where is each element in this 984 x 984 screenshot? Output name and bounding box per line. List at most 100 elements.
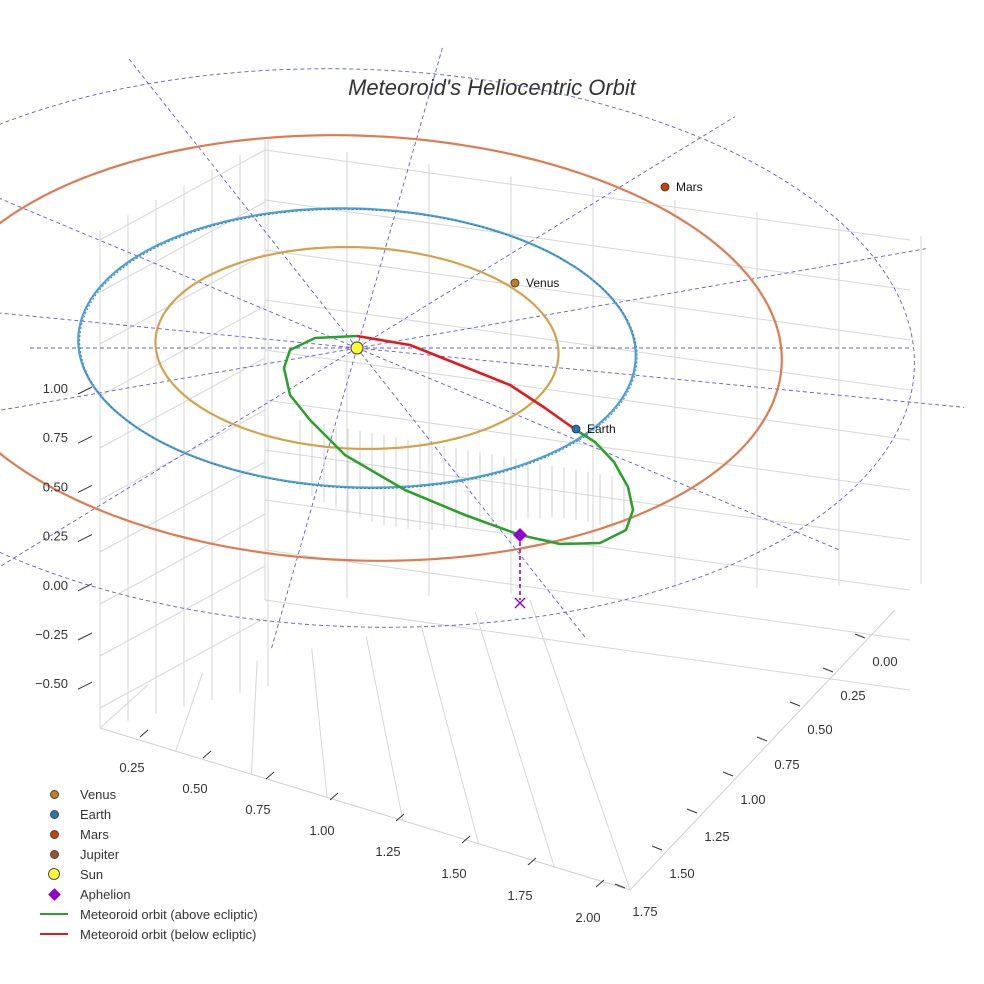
left-wall-grid-line bbox=[99, 513, 266, 605]
left-wall-grid-line bbox=[99, 357, 266, 449]
z-tick-mark bbox=[77, 435, 93, 444]
legend-item[interactable]: Meteoroid orbit (above ecliptic) bbox=[38, 904, 258, 924]
floor-grid-line bbox=[311, 648, 328, 798]
legend-swatch bbox=[38, 864, 70, 884]
x-tick-mark bbox=[329, 792, 339, 801]
legend-swatch bbox=[38, 784, 70, 804]
legend-label: Mars bbox=[80, 826, 109, 842]
floor-grid-line bbox=[99, 684, 149, 729]
legend-item[interactable]: Meteoroid orbit (below ecliptic) bbox=[38, 924, 258, 944]
legend-label: Meteoroid orbit (below ecliptic) bbox=[80, 926, 257, 942]
x-tick-label: 1.75 bbox=[507, 888, 532, 903]
z-tick-label: 0.25 bbox=[43, 529, 68, 544]
floor-grid-line bbox=[250, 660, 258, 775]
ecliptic-spoke bbox=[356, 46, 444, 349]
ecliptic-spoke bbox=[0, 198, 358, 349]
back-wall-grid-line bbox=[264, 399, 911, 491]
y-tick-mark bbox=[789, 701, 801, 707]
venus-label: Venus bbox=[526, 276, 559, 290]
z-tick-mark bbox=[77, 681, 93, 690]
planet-orbits bbox=[0, 134, 783, 562]
y-tick-label: 0.50 bbox=[807, 722, 832, 737]
left-wall-grid-line bbox=[99, 201, 266, 293]
x-tick-mark bbox=[395, 813, 405, 822]
left-wall-grid-line bbox=[99, 565, 266, 657]
legend-item[interactable]: Jupiter bbox=[38, 844, 258, 864]
aphelion-projection-stroke bbox=[514, 597, 526, 609]
ecliptic-reference bbox=[0, 46, 965, 650]
y-tick-mark bbox=[822, 667, 834, 673]
z-tick-mark bbox=[77, 484, 93, 493]
legend-item[interactable]: Earth bbox=[38, 804, 258, 824]
left-wall-grid-line bbox=[99, 617, 266, 709]
floor-grid-line bbox=[175, 672, 204, 752]
y-tick-mark bbox=[651, 845, 663, 851]
z-tick-label: 1.00 bbox=[43, 381, 68, 396]
x-tick-label: 1.00 bbox=[309, 823, 334, 838]
x-tick-mark bbox=[139, 729, 149, 738]
legend-swatch bbox=[38, 844, 70, 864]
x-tick-label: 0.25 bbox=[119, 760, 144, 775]
ecliptic-spoke bbox=[356, 347, 841, 551]
x-tick-label: 2.00 bbox=[575, 910, 600, 925]
legend-swatch bbox=[38, 804, 70, 824]
ecliptic-spoke bbox=[0, 347, 358, 411]
z-tick-label: −0.50 bbox=[35, 676, 68, 691]
ecliptic-spoke bbox=[127, 57, 358, 349]
y-tick-mark bbox=[614, 883, 626, 889]
y-tick-label: 1.75 bbox=[632, 904, 657, 919]
earth-label: Earth bbox=[587, 422, 616, 436]
legend-label: Meteoroid orbit (above ecliptic) bbox=[80, 906, 258, 922]
legend-line-icon bbox=[40, 933, 68, 935]
floor-grid-line bbox=[474, 611, 555, 868]
legend-label: Aphelion bbox=[80, 886, 131, 902]
back-wall-grid-line bbox=[264, 449, 911, 541]
legend-swatch bbox=[38, 924, 70, 944]
ecliptic-spoke bbox=[356, 116, 736, 349]
legend-item[interactable]: Venus bbox=[38, 784, 258, 804]
floor-grid-line bbox=[529, 599, 631, 891]
legend-label: Venus bbox=[80, 786, 117, 802]
legend-label: Sun bbox=[80, 866, 104, 882]
axis-ticks: 1.00 0.75 0.50 0.25 0.00 −0.25 −0.50 0.25 0.50 0.… bbox=[35, 381, 898, 925]
z-tick-label: 0.50 bbox=[43, 479, 68, 494]
orbit-mars bbox=[0, 134, 783, 562]
legend-item[interactable]: Mars bbox=[38, 824, 258, 844]
aphelion-projection-marker bbox=[514, 597, 526, 609]
floor-grid-line bbox=[420, 624, 480, 844]
legend-swatch bbox=[38, 824, 70, 844]
orbit-venus bbox=[154, 246, 560, 450]
ecliptic-spoke bbox=[356, 347, 587, 639]
legend: Venus Earth Mars Jupiter Sun Aphelion Meteoroi… bbox=[38, 784, 258, 944]
legend-item[interactable]: Sun bbox=[38, 864, 258, 884]
x-tick-mark bbox=[202, 750, 212, 759]
x-tick-label: 1.25 bbox=[375, 844, 400, 859]
back-wall-grid-line bbox=[264, 299, 911, 391]
y-tick-label: 1.00 bbox=[740, 792, 765, 807]
y-tick-mark bbox=[722, 771, 734, 777]
y-tick-label: 0.00 bbox=[872, 654, 897, 669]
x-tick-mark bbox=[265, 771, 275, 780]
aphelion-marker bbox=[513, 528, 527, 542]
x-tick-label: 0.50 bbox=[182, 781, 207, 796]
markers: Venus Earth Mars bbox=[350, 180, 703, 609]
meteoroid-orbit bbox=[282, 334, 635, 546]
legend-diamond-icon bbox=[47, 887, 61, 901]
y-tick-label: 1.25 bbox=[704, 829, 729, 844]
legend-swatch bbox=[38, 884, 70, 904]
legend-item[interactable]: Aphelion bbox=[38, 884, 258, 904]
earth-marker bbox=[571, 424, 581, 434]
legend-dot-icon bbox=[49, 789, 59, 799]
mars-marker bbox=[660, 182, 670, 192]
floor-grid-line bbox=[365, 636, 404, 821]
left-wall-grid-line bbox=[99, 149, 266, 241]
y-tick-mark bbox=[686, 808, 698, 814]
legend-dot-icon bbox=[49, 829, 59, 839]
y-tick-label: 0.75 bbox=[774, 757, 799, 772]
venus-marker bbox=[510, 278, 520, 288]
back-wall-grid-line bbox=[264, 249, 911, 341]
mars-label: Mars bbox=[676, 180, 703, 194]
z-tick-mark bbox=[77, 583, 93, 592]
z-tick-label: 0.00 bbox=[43, 578, 68, 593]
